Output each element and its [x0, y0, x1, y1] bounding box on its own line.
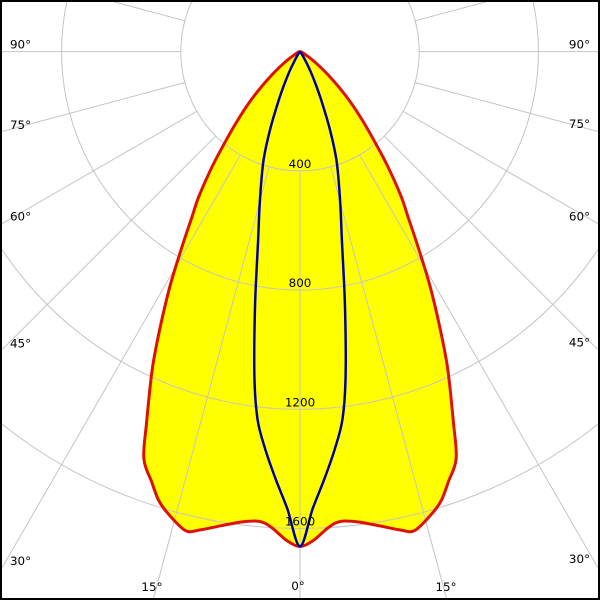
angle-label-bottom: 0°	[291, 579, 305, 593]
angle-label-right: 60°	[569, 210, 590, 224]
grid-radial-line	[2, 82, 185, 133]
grid-radial-line	[359, 154, 598, 569]
narrow-beam-curve	[253, 50, 347, 548]
angle-label-left: 30°	[10, 554, 31, 568]
grid-radial-line	[112, 2, 185, 22]
angle-label-right: 30°	[569, 552, 590, 566]
radial-tick-label: 1200	[285, 395, 315, 409]
grid-radial-line	[153, 166, 270, 598]
angle-label-left: 75°	[10, 118, 31, 132]
grid-radial-line	[402, 110, 598, 225]
grid-radial-line	[330, 166, 447, 598]
radial-tick-label: 1600	[285, 514, 315, 528]
grid-radial-line	[2, 135, 217, 351]
angle-label-right: 45°	[569, 336, 590, 350]
angle-label-right: 75°	[569, 117, 590, 131]
grid-radial-line	[383, 135, 598, 351]
angle-label-right: 90°	[569, 38, 590, 52]
grid-radial-line	[2, 110, 198, 225]
angle-label-left: 45°	[10, 337, 31, 351]
radial-tick-label: 800	[289, 276, 312, 290]
angle-label-bottom: 15°	[141, 580, 162, 594]
grid-radial-line	[415, 2, 488, 22]
radial-tick-label: 400	[289, 157, 312, 171]
grid-radial-line	[415, 82, 598, 133]
angle-label-left: 90°	[10, 38, 31, 52]
angle-label-left: 60°	[10, 210, 31, 224]
angle-label-bottom: 15°	[435, 580, 456, 594]
grid-radial-line	[2, 154, 241, 569]
